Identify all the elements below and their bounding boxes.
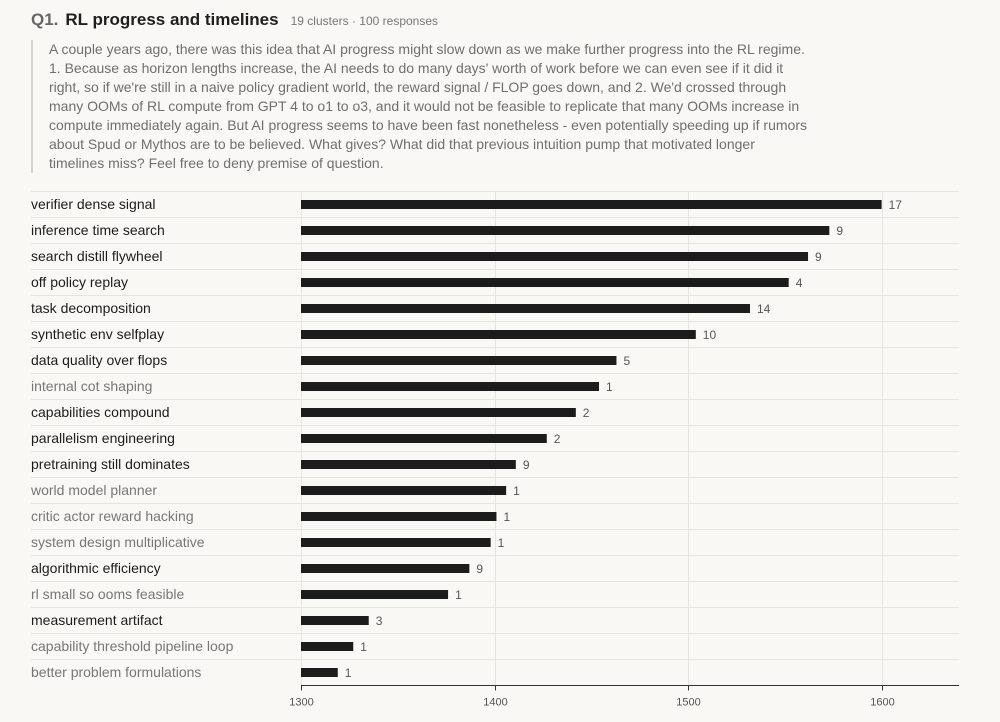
count-label: 9 [836, 224, 843, 238]
category-label: algorithmic efficiency [31, 560, 161, 576]
count-label: 4 [796, 276, 803, 290]
count-label: 9 [476, 562, 483, 576]
category-label: task decomposition [31, 300, 151, 316]
category-label: inference time search [31, 222, 165, 238]
question-number: Q1. [31, 10, 59, 29]
category-label: world model planner [30, 482, 157, 498]
count-label: 3 [376, 614, 383, 628]
bar [301, 512, 497, 521]
bar [301, 330, 696, 339]
bar [301, 538, 491, 547]
x-tick-label: 1500 [676, 697, 700, 709]
bar [301, 486, 507, 495]
count-label: 1 [503, 510, 510, 524]
bar [301, 642, 354, 651]
x-tick-label: 1400 [483, 697, 507, 709]
bar [301, 564, 470, 573]
cluster-response-count: 19 clusters · 100 responses [290, 14, 439, 28]
category-label: pretraining still dominates [31, 456, 190, 472]
category-label: better problem formulations [31, 664, 201, 680]
count-label: 14 [757, 302, 771, 316]
bar [301, 226, 830, 235]
count-label: 1 [455, 588, 462, 602]
x-tick-label: 1300 [289, 697, 313, 709]
bar [301, 382, 600, 391]
count-label: 10 [703, 328, 717, 342]
bar [301, 252, 809, 261]
category-label: data quality over flops [31, 352, 167, 368]
bar [301, 356, 617, 365]
bar [301, 200, 882, 209]
bar [301, 668, 338, 677]
count-label: 1 [606, 380, 613, 394]
count-label: 2 [554, 432, 561, 446]
category-label: verifier dense signal [31, 196, 156, 212]
category-label: capabilities compound [31, 404, 170, 420]
x-tick-label: 1600 [870, 697, 894, 709]
category-label: internal cot shaping [31, 378, 152, 394]
category-label: rl small so ooms feasible [31, 586, 184, 602]
bar [301, 616, 369, 625]
bar [301, 460, 516, 469]
category-label: system design multiplicative [31, 534, 205, 550]
count-label: 1 [513, 484, 520, 498]
category-label: parallelism engineering [31, 430, 175, 446]
count-label: 17 [889, 198, 903, 212]
count-label: 5 [623, 354, 630, 368]
question-title: RL progress and timelines [65, 10, 279, 29]
count-label: 9 [523, 458, 530, 472]
bar [301, 304, 750, 313]
category-label: off policy replay [31, 274, 128, 290]
category-label: measurement artifact [31, 612, 163, 628]
category-label: synthetic env selfplay [31, 326, 164, 342]
bar [301, 408, 576, 417]
question-header: Q1. RL progress and timelines 19 cluster… [31, 10, 438, 30]
count-label: 1 [498, 536, 505, 550]
count-label: 2 [583, 406, 590, 420]
bar [301, 434, 547, 443]
bar [301, 278, 789, 287]
category-label: critic actor reward hacking [31, 508, 194, 524]
count-label: 1 [345, 666, 352, 680]
count-label: 1 [360, 640, 367, 654]
category-label: search distill flywheel [31, 248, 163, 264]
category-label: capability threshold pipeline loop [31, 638, 234, 654]
count-label: 9 [815, 250, 822, 264]
bar [301, 590, 449, 599]
question-text: A couple years ago, there was this idea … [31, 40, 809, 173]
